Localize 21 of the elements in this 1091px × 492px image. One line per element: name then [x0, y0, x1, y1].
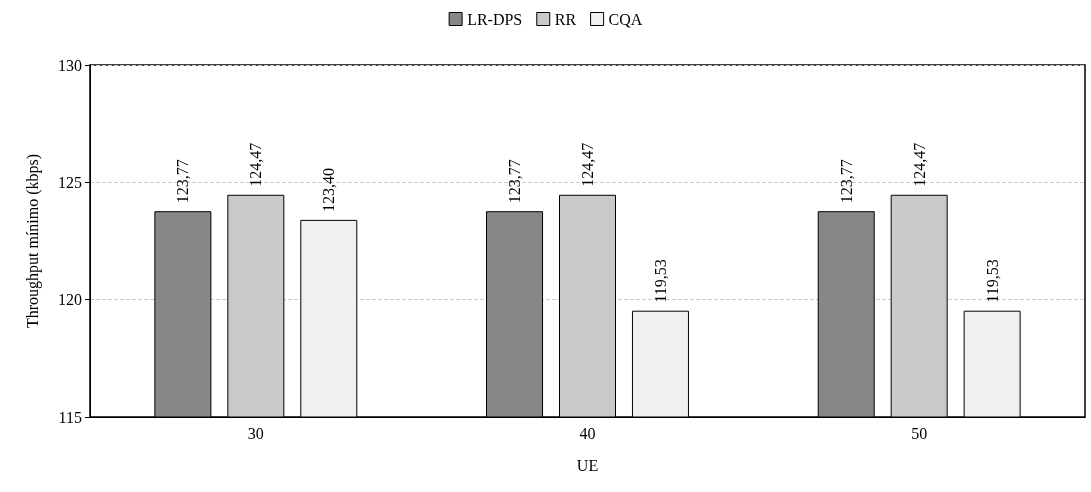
x-tick-label: 30 [247, 424, 264, 442]
data-label: 123,77 [174, 159, 192, 204]
y-tick-label: 125 [58, 173, 82, 191]
data-label: 123,77 [506, 159, 524, 204]
data-label: 124,47 [910, 142, 928, 187]
x-tick-label: 50 [911, 424, 928, 442]
y-axis-title: Throughput mínimo (kbps) [23, 153, 42, 329]
legend-label: LR-DPS [467, 10, 523, 28]
data-label: 119,53 [983, 259, 1001, 303]
data-label: 123,40 [320, 167, 338, 212]
legend-label: RR [554, 10, 577, 28]
y-tick-label: 130 [58, 56, 82, 74]
y-tick-label: 120 [58, 291, 82, 309]
x-axis-title: UE [576, 456, 599, 474]
y-tick-label: 115 [58, 408, 82, 426]
data-label: 123,77 [837, 159, 855, 204]
legend-label: CQA [608, 10, 643, 28]
data-label: 124,47 [247, 142, 265, 187]
data-label: 124,47 [579, 142, 596, 187]
data-label: 119,53 [651, 259, 669, 303]
x-tick-label: 40 [579, 424, 596, 442]
